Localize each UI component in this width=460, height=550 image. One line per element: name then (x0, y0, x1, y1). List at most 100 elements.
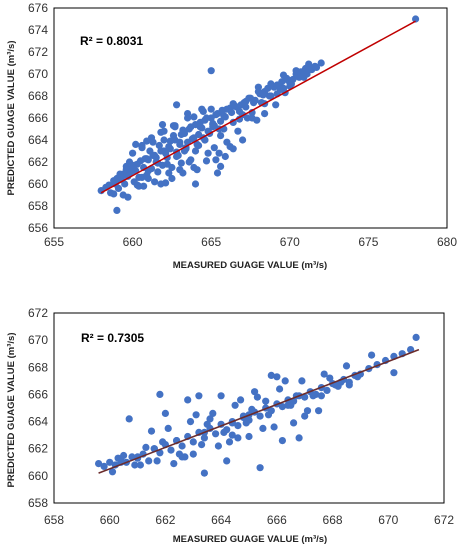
data-point-bottom (301, 412, 309, 420)
y-tick-label: 660 (28, 469, 48, 483)
data-point-top (191, 147, 200, 155)
data-point-top (143, 137, 151, 145)
plot-frame-bottom (53, 312, 445, 504)
data-point-bottom (108, 468, 117, 476)
data-point-top (158, 121, 167, 129)
data-point-top (121, 180, 129, 188)
data-point-bottom (368, 351, 376, 359)
y-tick-label: 670 (28, 67, 48, 81)
data-point-top (212, 156, 220, 164)
data-point-bottom (106, 458, 114, 466)
y-tick-label: 672 (28, 306, 48, 320)
y-tick-label: 658 (28, 199, 48, 213)
data-point-top (259, 91, 267, 99)
x-tick-label: 655 (44, 235, 64, 249)
data-point-bottom (195, 392, 203, 400)
y-tick-label: 664 (28, 415, 48, 429)
y-tick-label: 656 (28, 221, 48, 235)
data-point-top (160, 136, 168, 144)
y-tick-label: 674 (28, 23, 48, 37)
data-point-bottom (412, 333, 420, 341)
data-point-top (168, 174, 176, 183)
r2-annotation-top: R² = 0.8031 (80, 34, 143, 48)
data-point-bottom (212, 430, 220, 438)
data-point-bottom (326, 374, 334, 382)
data-point-top (229, 145, 237, 153)
data-point-top (234, 127, 242, 135)
data-point-bottom (264, 411, 273, 419)
data-point-bottom (245, 432, 253, 441)
data-point-bottom (242, 419, 250, 427)
data-point-top (130, 161, 138, 169)
data-point-top (202, 157, 211, 165)
data-point-top (217, 162, 225, 170)
y-ticks-top: 656 658 660 662 664 666 668 670 672 674 676 (28, 1, 48, 235)
data-point-bottom (278, 403, 286, 411)
y-tick-label: 666 (28, 387, 48, 401)
data-point-top (243, 114, 251, 122)
data-point-bottom (298, 377, 306, 385)
x-axis-title-top: MEASURED GUAGE VALUE (m³/s) (173, 260, 327, 271)
data-point-top (157, 180, 165, 188)
data-point-top (279, 71, 288, 79)
data-point-bottom (192, 411, 200, 419)
data-point-top (144, 156, 152, 164)
data-point-bottom (276, 385, 284, 393)
data-point-top (138, 144, 146, 152)
data-point-top (239, 136, 247, 144)
data-point-top (242, 103, 250, 111)
data-point-top (221, 152, 229, 161)
data-point-bottom (251, 388, 259, 396)
data-point-top (198, 105, 206, 113)
data-point-top (187, 123, 195, 131)
data-point-top (209, 123, 217, 131)
x-tick-label: 670 (280, 235, 300, 249)
data-point-bottom (167, 446, 175, 454)
data-point-top (124, 193, 132, 201)
data-point-bottom (278, 437, 286, 445)
data-point-top (221, 113, 229, 121)
data-point-bottom (206, 415, 214, 423)
data-point-bottom (290, 419, 298, 427)
data-point-bottom (267, 371, 275, 379)
data-point-bottom (270, 423, 278, 431)
data-point-top (176, 140, 184, 148)
data-point-top (300, 73, 308, 81)
data-point-top (135, 173, 143, 181)
data-point-bottom (234, 434, 242, 442)
data-point-top (286, 82, 294, 90)
data-point-top (179, 169, 187, 177)
x-axis-title-bottom: MEASURED GUAGE VALUE (m³/s) (173, 534, 327, 545)
x-tick-label: 660 (100, 513, 120, 527)
data-point-top (245, 94, 253, 102)
data-point-top (190, 113, 198, 121)
data-point-top (190, 134, 198, 142)
data-point-bottom (95, 460, 103, 468)
data-point-top (196, 123, 204, 131)
data-point-bottom (178, 442, 186, 450)
data-point-bottom (256, 464, 264, 472)
data-point-bottom (142, 443, 150, 451)
y-tick-label: 660 (28, 177, 48, 191)
data-point-top (286, 77, 294, 85)
data-point-top (165, 143, 173, 151)
x-ticks-bottom: 658 660 662 664 666 668 670 672 (44, 513, 454, 527)
y-tick-label: 676 (28, 1, 48, 15)
y-tick-label: 662 (28, 155, 48, 169)
data-point-top (253, 116, 261, 124)
data-point-top (212, 111, 220, 119)
data-point-bottom (223, 457, 231, 465)
y-ticks-bottom: 658 660 662 664 666 668 670 672 (28, 306, 48, 510)
data-point-bottom (253, 393, 261, 401)
data-point-top (201, 136, 209, 144)
data-point-top (155, 141, 163, 150)
x-tick-label: 660 (123, 235, 143, 249)
data-point-top (292, 67, 300, 75)
data-point-bottom (186, 418, 195, 426)
data-point-top (305, 60, 313, 68)
data-point-top (195, 141, 203, 150)
chart-top: 655 660 665 670 675 680 656 658 660 662 664 666 668… (6, 1, 457, 271)
data-point-top (191, 180, 200, 188)
data-point-top (187, 156, 195, 164)
